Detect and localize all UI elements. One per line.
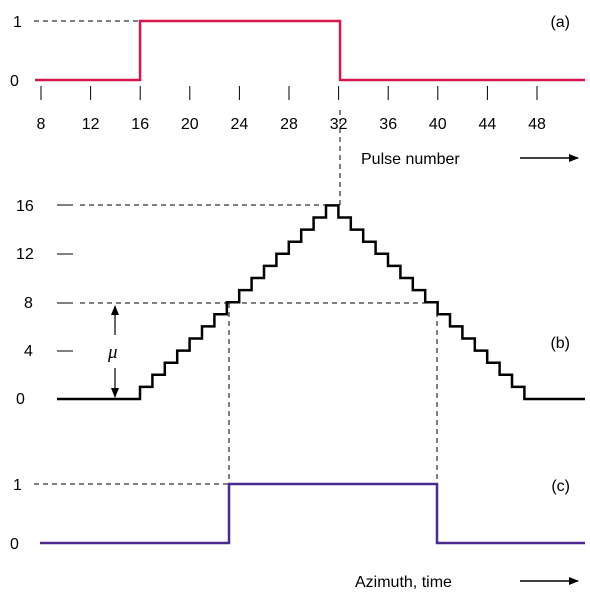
- x-tick-label: 20: [181, 116, 199, 133]
- x-tick-label: 36: [379, 116, 397, 133]
- panel-a-y-tick-1: 1: [13, 14, 22, 31]
- panel-b-y-tick-12: 12: [16, 246, 34, 263]
- panel-c-y-tick-0: 0: [10, 536, 19, 553]
- panel-c: 1 0 (c) Azimuth, time: [10, 477, 585, 591]
- panel-c-label: (c): [551, 478, 570, 495]
- detection-waveform-c: [40, 482, 585, 545]
- x-tick-label: 28: [280, 116, 298, 133]
- panel-b: 16 12 8 4 0 μ (b): [16, 198, 585, 408]
- x-tick-label: 16: [131, 116, 149, 133]
- panel-b-y-tick-8: 8: [24, 295, 33, 312]
- panel-a-x-ticks: 8 12 16 20 24 28 32 36 40 44 48: [37, 86, 546, 133]
- x-tick-label: 32: [330, 116, 348, 133]
- mu-label: μ: [107, 342, 118, 363]
- panel-a: 1 0 8 12 16 20 24 28 32 36 40 44 48 (a) Pulse numb…: [10, 14, 585, 168]
- x-tick-label: 48: [528, 116, 546, 133]
- x-tick-label: 24: [231, 116, 249, 133]
- pulse-waveform-a: [35, 19, 585, 82]
- x-tick-label: 8: [37, 116, 46, 133]
- integrated-count-staircase: [57, 204, 585, 401]
- pulse-number-label: Pulse number: [361, 151, 460, 168]
- panel-b-y-tick-0: 0: [16, 391, 25, 408]
- panel-a-y-tick-0: 0: [10, 73, 19, 90]
- azimuth-time-label: Azimuth, time: [355, 574, 452, 591]
- panel-c-y-tick-1: 1: [13, 477, 22, 494]
- panel-b-y-tick-4: 4: [24, 343, 33, 360]
- x-tick-label: 44: [479, 116, 497, 133]
- x-tick-label: 12: [82, 116, 100, 133]
- panel-b-y-tick-16: 16: [16, 198, 34, 215]
- panel-b-label: (b): [550, 335, 570, 352]
- x-tick-label: 40: [429, 116, 447, 133]
- panel-a-label: (a): [550, 14, 570, 31]
